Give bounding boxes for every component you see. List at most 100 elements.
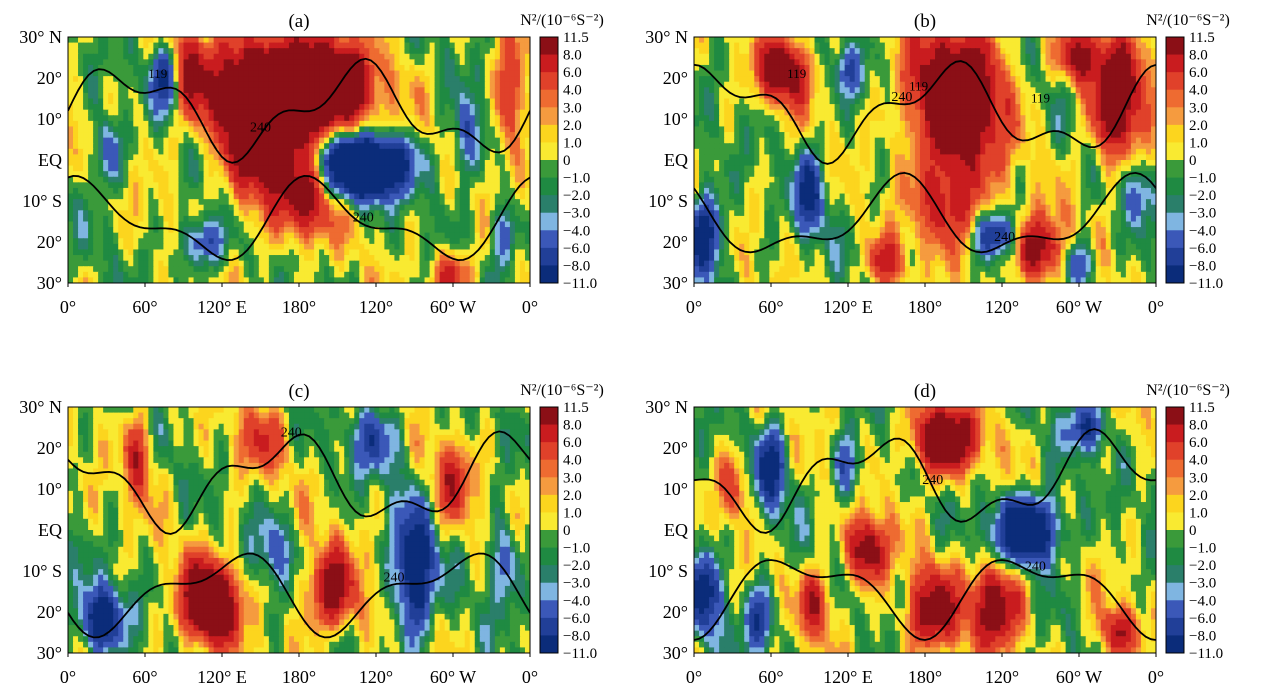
heatmap-cell — [253, 277, 260, 283]
heatmap-cell — [103, 171, 109, 178]
heatmap-cell — [394, 165, 401, 172]
heatmap-cell — [349, 92, 355, 100]
heatmap-cell — [799, 48, 806, 55]
heatmap-cell — [364, 243, 370, 251]
heatmap-cell — [384, 115, 390, 122]
heatmap-cell — [484, 193, 491, 200]
heatmap-cell — [118, 232, 124, 239]
heatmap-cell — [1035, 37, 1042, 44]
heatmap-cell — [223, 187, 230, 195]
heatmap-cell — [93, 120, 99, 128]
heatmap-cell — [253, 221, 260, 228]
heatmap-cell — [138, 126, 144, 133]
heatmap-cell — [990, 64, 996, 72]
heatmap-cell — [739, 59, 745, 66]
heatmap-cell — [283, 193, 290, 200]
heatmap-cell — [869, 76, 876, 83]
heatmap-cell — [504, 249, 511, 256]
heatmap-cell — [283, 227, 290, 234]
heatmap-cell — [138, 120, 144, 128]
heatmap-cell — [930, 87, 936, 94]
heatmap-cell — [268, 171, 275, 178]
heatmap-cell — [78, 64, 84, 72]
heatmap-cell — [178, 48, 185, 55]
heatmap-cell — [714, 81, 720, 88]
heatmap-cell — [218, 53, 225, 60]
heatmap-cell — [248, 160, 255, 167]
heatmap-cell — [68, 176, 74, 183]
heatmap-cell — [148, 70, 154, 77]
heatmap-cell — [514, 154, 521, 161]
heatmap-cell — [509, 109, 516, 116]
heatmap-cell — [248, 215, 255, 223]
heatmap-cell — [784, 70, 791, 77]
heatmap-cell — [1030, 48, 1037, 55]
heatmap-cell — [774, 42, 780, 49]
heatmap-cell — [148, 42, 154, 49]
heatmap-cell — [965, 48, 971, 55]
heatmap-cell — [168, 171, 175, 178]
heatmap-cell — [1065, 53, 1072, 60]
heatmap-cell — [744, 53, 750, 60]
heatmap-cell — [484, 210, 491, 217]
heatmap-cell — [108, 59, 114, 66]
heatmap-cell — [504, 143, 511, 150]
heatmap-cell — [218, 199, 225, 206]
heatmap-cell — [258, 92, 265, 100]
x-tick-label: 60° — [132, 297, 157, 317]
heatmap-cell — [319, 171, 325, 178]
heatmap-cell — [248, 59, 255, 66]
heatmap-cell — [814, 70, 821, 77]
heatmap-cell — [198, 76, 205, 83]
heatmap-cell — [439, 193, 446, 200]
heatmap-cell — [504, 227, 511, 234]
x-tick-label: 0° — [60, 297, 76, 317]
heatmap-cell — [113, 266, 119, 273]
heatmap-cell — [854, 37, 861, 44]
heatmap-cell — [123, 176, 129, 183]
heatmap-cell — [1045, 53, 1052, 60]
heatmap-cell — [128, 193, 134, 200]
heatmap-cell — [243, 154, 250, 161]
heatmap-cell — [1070, 81, 1077, 88]
heatmap-cell — [68, 81, 74, 88]
heatmap-cell — [439, 154, 446, 161]
heatmap-cell — [73, 210, 79, 217]
heatmap-cell — [309, 143, 315, 150]
heatmap-cell — [78, 266, 84, 273]
heatmap-cell — [138, 115, 144, 122]
heatmap-cell — [524, 92, 530, 100]
heatmap-cell — [288, 48, 295, 55]
heatmap-cell — [894, 37, 901, 44]
heatmap-cell — [1105, 59, 1112, 66]
heatmap-cell — [178, 249, 185, 256]
heatmap-cell — [324, 137, 330, 144]
heatmap-cell — [168, 266, 175, 273]
heatmap-cell — [248, 204, 255, 211]
heatmap-cell — [824, 42, 831, 49]
heatmap-cell — [163, 171, 170, 178]
heatmap-cell — [379, 81, 385, 88]
heatmap-cell — [1140, 48, 1147, 55]
heatmap-cell — [158, 271, 165, 279]
heatmap-cell — [163, 81, 170, 88]
heatmap-cell — [128, 160, 134, 167]
heatmap-cell — [474, 165, 481, 172]
heatmap-cell — [409, 271, 416, 279]
heatmap-cell — [1100, 76, 1107, 83]
heatmap-cell — [238, 204, 245, 211]
heatmap-cell — [133, 187, 139, 195]
heatmap-cell — [1005, 48, 1011, 55]
heatmap-cell — [193, 53, 200, 60]
heatmap-cell — [479, 104, 486, 111]
heatmap-cell — [344, 199, 350, 206]
heatmap-cell — [173, 70, 180, 77]
heatmap-cell — [288, 160, 295, 167]
heatmap-cell — [98, 160, 104, 167]
heatmap-cell — [309, 193, 315, 200]
heatmap-cell — [354, 126, 360, 133]
heatmap-cell — [1040, 59, 1047, 66]
heatmap-cell — [309, 154, 315, 161]
heatmap-cell — [909, 76, 916, 83]
heatmap-cell — [103, 64, 109, 72]
